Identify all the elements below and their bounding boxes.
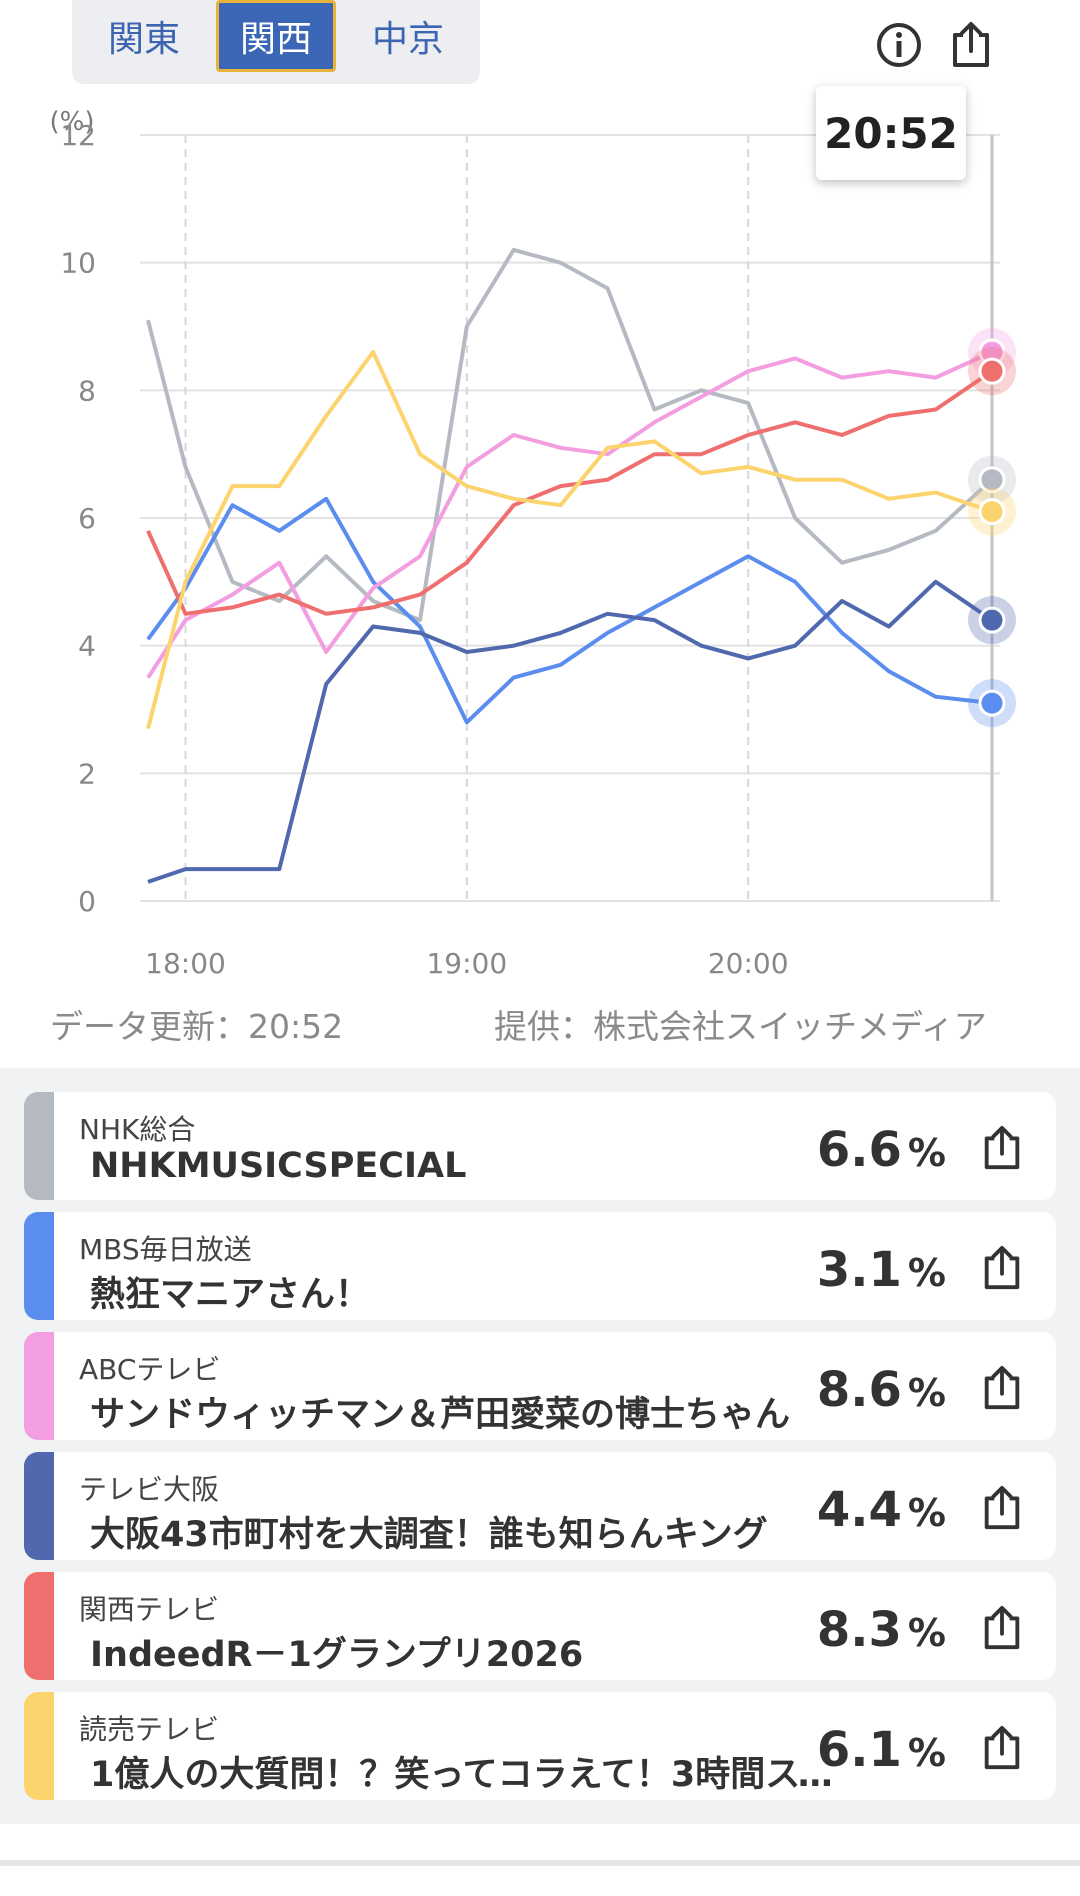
- x-tick-label: 18:00: [145, 947, 226, 980]
- share-button[interactable]: [976, 1242, 1028, 1294]
- station-name: ABCテレビ: [79, 1353, 221, 1386]
- color-stripe: [24, 1572, 54, 1680]
- program-title: サンドウィッチマン＆芦田愛菜の博士ちゃん: [90, 1395, 791, 1435]
- share-chart-button[interactable]: [944, 18, 998, 72]
- share-button[interactable]: [976, 1362, 1028, 1414]
- provider-text: 提供：株式会社スイッチメディア: [494, 1007, 987, 1046]
- rating-value: 6.1%: [816, 1722, 946, 1778]
- y-tick-label: 0: [78, 885, 96, 918]
- station-name: MBS毎日放送: [79, 1233, 252, 1266]
- series-marker-5: [978, 498, 1006, 526]
- rating-value: 6.6%: [816, 1122, 946, 1178]
- series-line-0: [146, 247, 994, 623]
- station-name: 読売テレビ: [79, 1713, 220, 1746]
- tab-chukyo[interactable]: 中京: [371, 19, 444, 60]
- program-title: NHKMUSICSPECIAL: [90, 1146, 467, 1186]
- series-marker-3: [978, 606, 1006, 634]
- tab-kansai[interactable]: 関西: [216, 0, 336, 72]
- share-icon: [953, 22, 989, 67]
- y-tick-label: 12: [60, 119, 96, 152]
- info-circle-icon: [877, 23, 921, 67]
- share-button[interactable]: [976, 1722, 1028, 1774]
- share-button[interactable]: [976, 1602, 1028, 1654]
- tab-kanto[interactable]: 関東: [107, 19, 180, 60]
- program-title: 熱狂マニアさん！: [90, 1275, 371, 1315]
- series-line-5: [146, 350, 993, 730]
- region-tab-bar: 関東 関西 中京: [72, 0, 480, 84]
- color-stripe: [24, 1452, 54, 1560]
- y-tick-label: 6: [78, 502, 96, 535]
- program-title: IndeedR－1グランプリ2026: [90, 1635, 584, 1675]
- bottom-divider: [0, 1860, 1080, 1866]
- x-tick-label: 20:00: [708, 947, 789, 980]
- y-tick-label: 2: [78, 757, 96, 790]
- station-name: NHK総合: [79, 1113, 196, 1146]
- rating-value: 8.6%: [816, 1362, 946, 1418]
- ratings-chart: (%) 0 2 4 6 8 10 12 18:00 19:00 20:00: [0, 90, 1080, 990]
- series-line-4: [146, 369, 994, 616]
- series-line-2: [146, 350, 993, 679]
- share-icon: [984, 1485, 1020, 1530]
- rating-value: 8.3%: [816, 1602, 946, 1658]
- program-card-mbs[interactable]: MBS毎日放送 熱狂マニアさん！ 3.1%: [24, 1212, 1056, 1320]
- time-tooltip: 20:52: [816, 86, 966, 180]
- program-card-tv-osaka[interactable]: テレビ大阪 大阪43市町村を大調査！誰も知らんキング 4.4%: [24, 1452, 1056, 1560]
- program-card-ktv[interactable]: 関西テレビ IndeedR－1グランプリ2026 8.3%: [24, 1572, 1056, 1680]
- series-marker-4: [978, 357, 1006, 385]
- share-button[interactable]: [976, 1122, 1028, 1174]
- color-stripe: [24, 1092, 54, 1200]
- program-card-ytv[interactable]: 読売テレビ 1億人の大質問！？笑ってコラえて！3時間スペシャル 6.1%: [24, 1692, 1056, 1800]
- program-card-nhk[interactable]: NHK総合 NHKMUSICSPECIAL 6.6%: [24, 1092, 1056, 1200]
- share-button[interactable]: [976, 1482, 1028, 1534]
- series-marker-1: [978, 689, 1006, 717]
- share-icon: [984, 1365, 1020, 1410]
- rating-value: 3.1%: [816, 1242, 946, 1298]
- x-tick-label: 19:00: [426, 947, 507, 980]
- share-icon: [984, 1125, 1020, 1170]
- color-stripe: [24, 1332, 54, 1440]
- share-icon: [984, 1605, 1020, 1650]
- program-title: 大阪43市町村を大調査！誰も知らんキング: [90, 1515, 768, 1555]
- program-list: NHK総合 NHKMUSICSPECIAL 6.6% MBS毎日放送 熱狂マニア…: [0, 1068, 1080, 1824]
- station-name: テレビ大阪: [79, 1473, 220, 1506]
- series-marker-0: [978, 466, 1006, 494]
- color-stripe: [24, 1212, 54, 1320]
- program-title: 1億人の大質問！？笑ってコラえて！3時間スペシャル: [90, 1755, 835, 1795]
- data-updated-text: データ更新：20:52: [50, 1007, 344, 1046]
- share-icon: [984, 1725, 1020, 1770]
- info-button[interactable]: [872, 18, 926, 72]
- y-tick-label: 4: [78, 630, 96, 663]
- rating-value: 4.4%: [816, 1482, 946, 1538]
- y-tick-label: 8: [78, 374, 96, 407]
- ratings-line-chart: (%) 0 2 4 6 8 10 12 18:00 19:00 20:00: [50, 107, 1016, 980]
- series-line-1: [146, 496, 993, 725]
- program-card-abc[interactable]: ABCテレビ サンドウィッチマン＆芦田愛菜の博士ちゃん 8.6%: [24, 1332, 1056, 1440]
- y-axis-unit-label: (%): [50, 107, 95, 137]
- series-line-3: [147, 579, 994, 884]
- color-stripe: [24, 1692, 54, 1800]
- station-name: 関西テレビ: [79, 1593, 220, 1626]
- share-icon: [984, 1245, 1020, 1290]
- y-tick-label: 10: [60, 247, 96, 280]
